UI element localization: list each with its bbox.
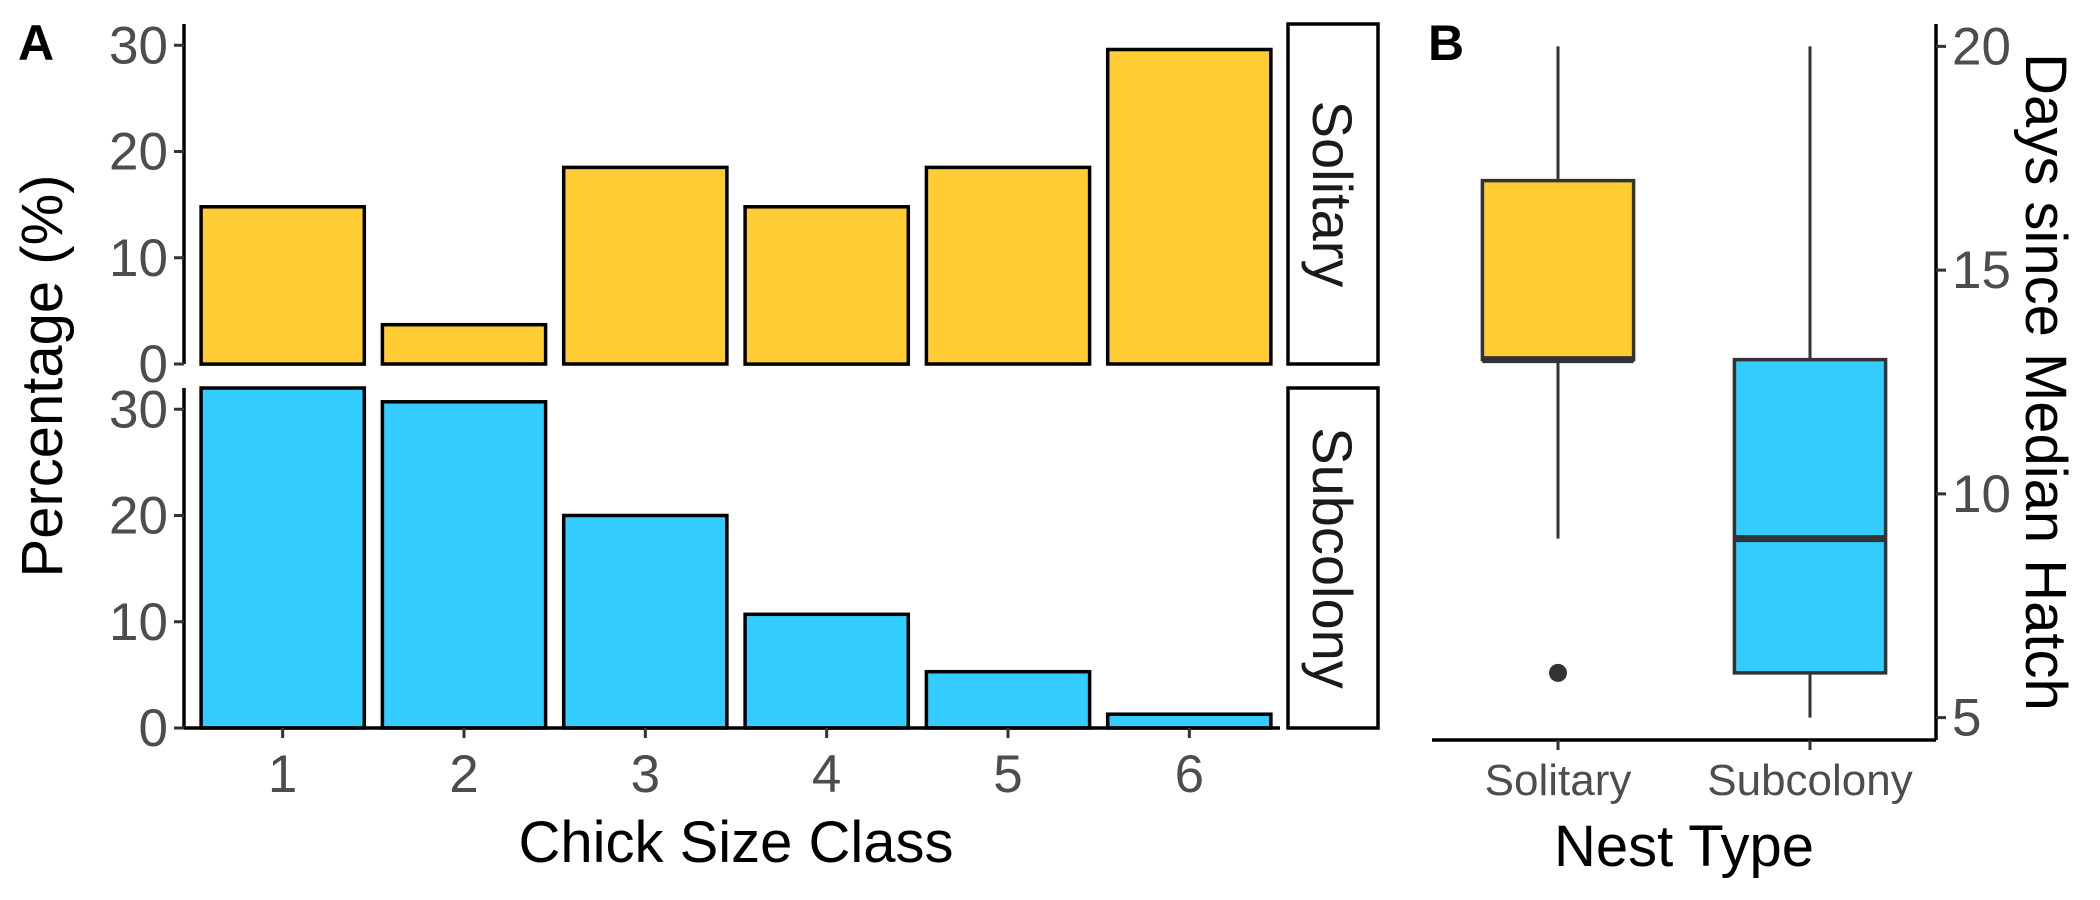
panel-b-y-tick-label: 5	[1952, 689, 1981, 748]
y-tick-label: 10	[109, 593, 168, 652]
bar-subcolony-class-4	[743, 612, 911, 730]
box-body-subcolony	[1732, 357, 1888, 675]
panel-b-x-axis-title: Nest Type	[1554, 814, 1814, 879]
panel-b-y-axis-title: Days since Median Hatch	[2013, 53, 2078, 711]
facet-strip-subcolony	[1286, 386, 1380, 730]
y-tick-label: 20	[109, 123, 168, 182]
bar-subcolony-class-2	[380, 400, 548, 730]
panel-b-letter: B	[1428, 15, 1464, 71]
panel-a-x-axis-title: Chick Size Class	[518, 810, 953, 875]
bar-solitary-class-3	[561, 165, 729, 366]
facet-solitary: 0 10 20 30 Solitary	[109, 16, 1380, 394]
y-tick-label: 30	[109, 16, 168, 75]
x-tick-label: 6	[1175, 745, 1204, 804]
panel-b-y-tick-label: 20	[1952, 17, 2011, 76]
panel-b-y-tick-label: 10	[1952, 465, 2011, 524]
outlier-point-solitary	[1549, 663, 1567, 682]
y-tick-label: 0	[139, 335, 168, 394]
bar-solitary-class-6	[1105, 47, 1273, 366]
box-body-solitary	[1480, 178, 1636, 362]
x-tick-label: 2	[449, 745, 478, 804]
panel-a-y-axis-title: Percentage (%)	[10, 175, 75, 578]
facet-strip-label: Subcolony	[1301, 427, 1364, 689]
bar-solitary-class-1	[199, 205, 367, 366]
panel-b-y-tick-label: 15	[1952, 241, 2011, 300]
x-tick-label: 3	[631, 745, 660, 804]
y-tick-label: 0	[139, 699, 168, 758]
box-subcolony	[1732, 46, 1888, 718]
bar-solitary-class-5	[924, 165, 1092, 366]
bar-subcolony-class-1	[199, 386, 367, 730]
panel-b-x-tick-label: Subcolony	[1707, 756, 1912, 805]
panel-a-letter: A	[18, 15, 54, 71]
bar-solitary-class-4	[743, 205, 911, 366]
bar-subcolony-class-5	[924, 669, 1092, 730]
panel-b-x-tick-label: Solitary	[1485, 756, 1632, 805]
panel-a-bar-chart: 0 10 20 30 Solitary 0 10 20 30 Subcolony 1 2 3 4 5 6	[109, 16, 1380, 804]
box-solitary	[1480, 46, 1636, 682]
x-tick-label: 5	[993, 745, 1022, 804]
x-tick-label: 1	[268, 745, 297, 804]
y-tick-label: 10	[109, 229, 168, 288]
y-tick-label: 30	[109, 380, 168, 439]
bar-subcolony-class-6	[1105, 712, 1273, 730]
facet-strip-label: Solitary	[1301, 101, 1364, 288]
panel-b-box-plot: 5 10 15 20 Solitary Subcolony	[1432, 17, 2011, 805]
facet-subcolony: 0 10 20 30 Subcolony	[109, 380, 1380, 758]
x-tick-label: 4	[812, 745, 841, 804]
bar-solitary-class-2	[380, 322, 548, 366]
y-tick-label: 20	[109, 487, 168, 546]
bar-subcolony-class-3	[561, 513, 729, 730]
facet-strip-solitary	[1286, 22, 1380, 366]
